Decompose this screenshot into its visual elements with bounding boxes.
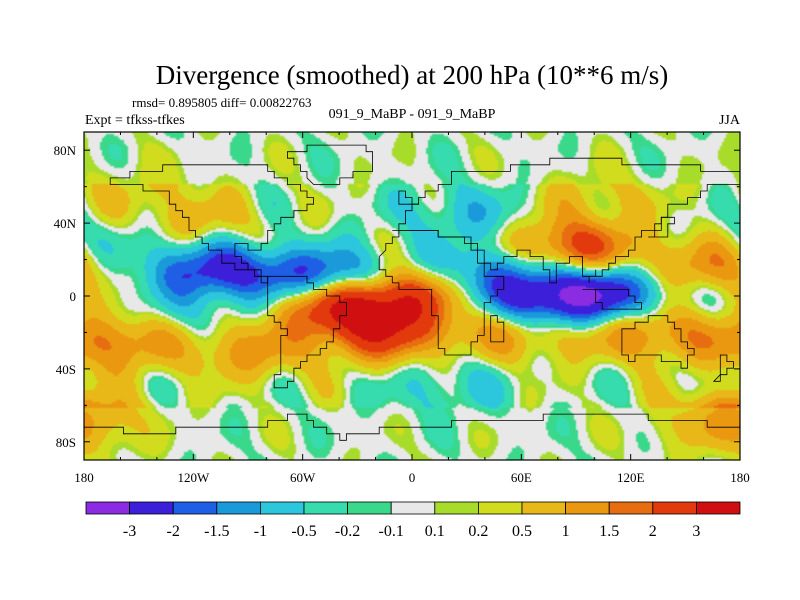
- season-label: JJA: [719, 113, 741, 128]
- y-tick-label: 80N: [54, 143, 77, 158]
- y-tick-label: 40S: [56, 362, 76, 377]
- coastline-outlines: [84, 144, 740, 460]
- colorbar-label: 1.5: [599, 523, 619, 540]
- colorbar-swatch: [172, 501, 218, 515]
- colorbar-swatch: [85, 501, 130, 515]
- colorbar-label: 0.2: [468, 523, 488, 540]
- x-tick-label: 120W: [177, 470, 210, 485]
- colorbar-swatch: [303, 501, 348, 515]
- colorbar-swatch: [434, 501, 479, 515]
- colorbar-label: 2: [649, 523, 657, 540]
- colorbar-label: 1: [562, 523, 570, 540]
- colorbar-swatch: [565, 501, 610, 515]
- colorbar-label: -0.1: [379, 523, 404, 540]
- continent-outline: [490, 315, 505, 343]
- colorbar-swatch: [477, 501, 523, 515]
- colorbar-label: 0.5: [512, 523, 532, 540]
- colorbar-swatch: [696, 501, 741, 515]
- stats-label: rmsd= 0.895805 diff= 0.00822763: [132, 95, 311, 110]
- continent-outline: [648, 216, 675, 238]
- map-area: [83, 131, 741, 461]
- colorbar-label: -0.2: [335, 523, 360, 540]
- colorbar-swatch: [608, 501, 654, 515]
- colorbar-label: -2: [167, 523, 180, 540]
- colorbar-swatch: [652, 501, 697, 515]
- colorbar-swatch: [390, 501, 436, 515]
- divergence-field: [84, 132, 740, 460]
- x-tick-label: 60W: [290, 470, 316, 485]
- continent-outline: [712, 354, 734, 382]
- y-tick-label: 40N: [54, 216, 77, 231]
- continent-outline: [287, 144, 373, 185]
- experiment-label: Expt = tfkss-tfkes: [85, 113, 185, 128]
- colorbar-label: 3: [692, 523, 700, 540]
- colorbar-swatch: [521, 501, 566, 515]
- x-tick-label: 60E: [511, 470, 532, 485]
- continent-outline: [392, 157, 740, 284]
- continent-outline: [109, 164, 314, 284]
- continent-outline: [621, 315, 695, 369]
- y-tick-label: 80S: [56, 435, 76, 450]
- colorbar-label: 0.1: [425, 523, 445, 540]
- x-tick-label: 180: [730, 470, 750, 485]
- continent-outline: [378, 230, 505, 356]
- colorbar-label: -0.5: [291, 523, 316, 540]
- axis-ticks: 180 120W 60W 0 60E 120E 180 80N 40N 0 40S 80S: [54, 132, 750, 485]
- colorbar-swatch: [129, 501, 174, 515]
- colorbar-label: -1.5: [204, 523, 229, 540]
- colorbar-swatch: [259, 501, 305, 515]
- colorbar-swatch: [216, 501, 261, 515]
- continent-outline: [398, 190, 419, 205]
- colorbar-legend: -3 -2 -1.5 -1 -0.5 -0.2 -0.1 0.1 0.2 0.5 1 1.5 2 3: [85, 501, 741, 540]
- colorbar-label: -1: [254, 523, 267, 540]
- x-tick-label: 180: [74, 470, 94, 485]
- continent-outline: [84, 413, 740, 460]
- case-label: 091_9_MaBP - 091_9_MaBP: [329, 107, 496, 122]
- chart-title: Divergence (smoothed) at 200 hPa (10**6 …: [156, 60, 668, 90]
- continent-outline: [267, 275, 347, 389]
- continent-outline: [582, 289, 642, 310]
- x-tick-label: 120E: [617, 470, 645, 485]
- colorbar-swatch: [347, 501, 392, 515]
- colorbar-label: -3: [123, 523, 136, 540]
- y-tick-label: 0: [70, 289, 77, 304]
- x-tick-label: 0: [409, 470, 416, 485]
